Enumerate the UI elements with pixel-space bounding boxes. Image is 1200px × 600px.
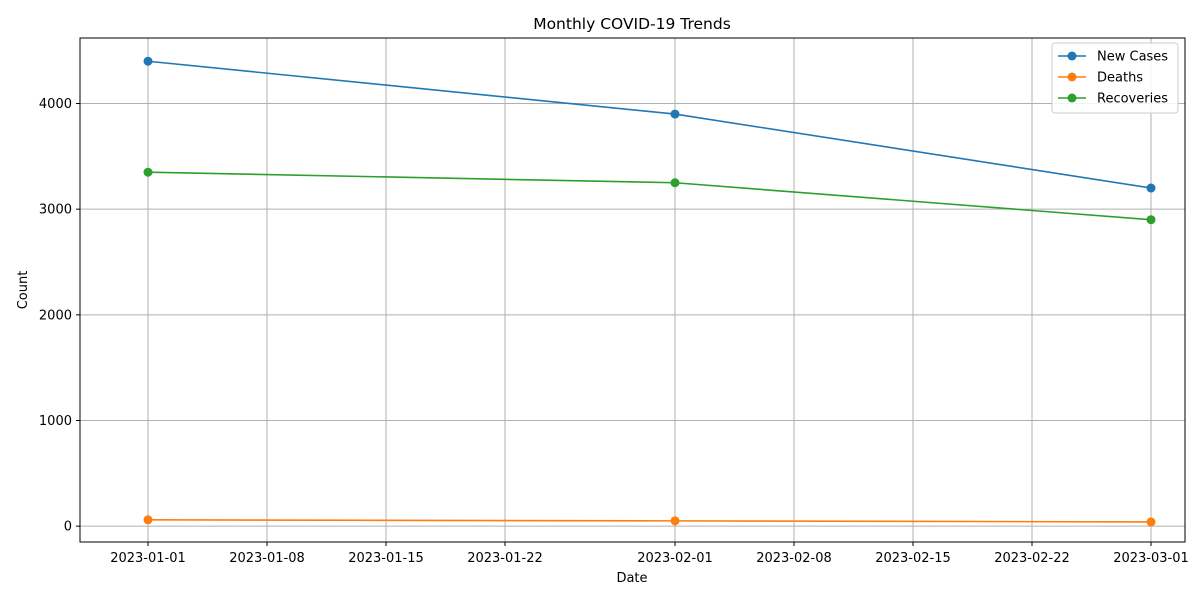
axis-ticks: 2023-01-01 2023-01-08 2023-01-15 2023-01-22… <box>39 97 1189 566</box>
plot-area <box>79 37 1186 543</box>
legend-marker <box>1067 51 1077 61</box>
chart-title: Monthly COVID-19 Trends <box>533 15 731 33</box>
legend-marker <box>1067 72 1077 82</box>
legend-item: Deaths <box>1058 71 1143 86</box>
series-line <box>147 519 1152 523</box>
x-tick-label: 2023-02-01 <box>637 551 713 566</box>
data-point <box>670 109 680 119</box>
series-2 <box>143 167 1156 225</box>
series-0 <box>143 56 1156 193</box>
legend-marker <box>1067 93 1077 103</box>
data-point <box>670 178 680 188</box>
series-group <box>143 56 1156 527</box>
x-tick-label: 2023-02-08 <box>756 551 832 566</box>
data-point <box>670 516 680 526</box>
x-tick-label: 2023-01-01 <box>110 551 186 566</box>
y-tick-label: 2000 <box>39 308 72 323</box>
y-tick-label: 0 <box>64 520 72 535</box>
series-line <box>147 171 1152 221</box>
x-tick-label: 2023-01-22 <box>467 551 543 566</box>
y-tick-label: 1000 <box>39 414 72 429</box>
data-point <box>1146 215 1156 225</box>
y-axis-label: Count <box>16 271 31 310</box>
grid <box>80 38 1185 542</box>
data-point <box>143 515 153 525</box>
data-point <box>143 167 153 177</box>
legend-box <box>1051 42 1179 114</box>
legend-label: Recoveries <box>1097 92 1168 107</box>
legend-item: Recoveries <box>1058 92 1168 107</box>
x-tick-label: 2023-02-22 <box>994 551 1070 566</box>
data-point <box>143 56 153 66</box>
x-axis-label: Date <box>616 571 647 586</box>
series-1 <box>143 515 1156 527</box>
legend: New Cases Deaths Recoveries <box>1051 42 1179 114</box>
x-tick-label: 2023-01-08 <box>229 551 305 566</box>
x-tick-label: 2023-01-15 <box>348 551 424 566</box>
legend-label: New Cases <box>1097 50 1168 65</box>
data-point <box>1146 183 1156 193</box>
legend-label: Deaths <box>1097 71 1143 86</box>
y-tick-label: 3000 <box>39 203 72 218</box>
x-tick-label: 2023-02-15 <box>875 551 951 566</box>
y-tick-label: 4000 <box>39 97 72 112</box>
data-point <box>1146 517 1156 527</box>
x-tick-label: 2023-03-01 <box>1113 551 1189 566</box>
series-line <box>147 60 1152 189</box>
legend-item: New Cases <box>1058 50 1168 65</box>
